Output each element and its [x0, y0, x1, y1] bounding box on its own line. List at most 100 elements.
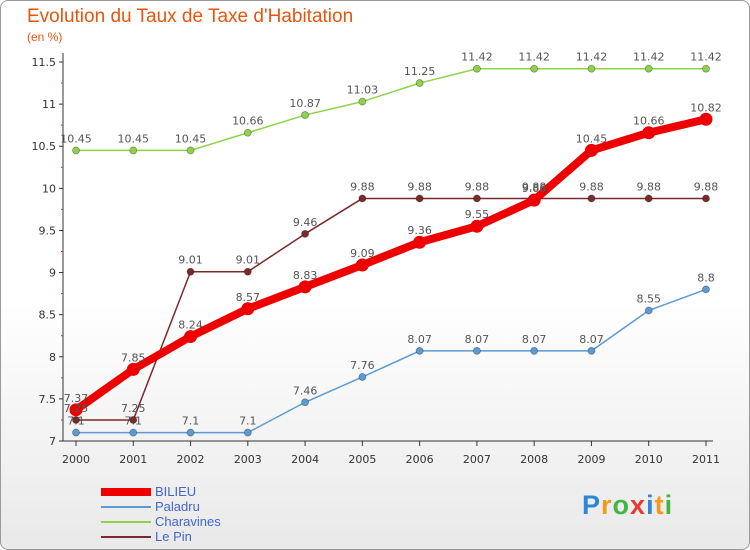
legend-item: BILIEU [101, 484, 221, 499]
data-point [298, 280, 312, 294]
data-point [644, 306, 653, 315]
data-label: 10.82 [690, 101, 722, 114]
legend-label: Le Pin [155, 529, 192, 544]
data-label: 7.1 [239, 415, 257, 428]
data-label: 7.76 [350, 359, 375, 372]
x-tick-label: 2003 [234, 453, 262, 466]
legend-item: Charavines [101, 514, 221, 529]
data-label: 8.8 [697, 271, 715, 284]
data-point [186, 428, 195, 437]
data-point [69, 403, 83, 417]
x-tick-label: 2011 [692, 453, 720, 466]
data-label: 9.88 [636, 180, 661, 193]
y-tick-label: 11.5 [32, 56, 57, 69]
series-line-le-pin [75, 197, 707, 421]
data-label: 9.55 [465, 208, 490, 221]
y-tick-label: 9.5 [39, 224, 57, 237]
data-point [584, 143, 598, 157]
data-label: 11.03 [347, 84, 379, 97]
data-point [358, 194, 367, 203]
y-tick-label: 10 [42, 182, 56, 195]
data-point [642, 126, 656, 140]
logo-letter: t [654, 490, 665, 520]
data-label: 9.86 [522, 182, 547, 195]
data-point [702, 194, 710, 203]
data-label: 11.42 [576, 51, 608, 64]
series-line-paladru [75, 288, 707, 434]
data-label: 8.83 [293, 269, 318, 282]
data-label: 10.45 [60, 132, 92, 145]
y-tick-label: 8.5 [39, 309, 57, 322]
data-point [186, 267, 195, 276]
data-label: 8.24 [178, 319, 203, 332]
data-label: 9.46 [293, 216, 318, 229]
legend-label: Charavines [155, 514, 221, 529]
x-tick-label: 2004 [291, 453, 319, 466]
data-label: 8.07 [465, 333, 490, 346]
y-tick-label: 7 [49, 435, 56, 448]
data-point [644, 194, 653, 203]
data-point [126, 362, 140, 376]
y-tick-label: 8 [49, 351, 56, 364]
data-point [702, 64, 710, 73]
data-label: 8.07 [407, 333, 432, 346]
data-label: 11.42 [518, 51, 550, 64]
data-point [129, 428, 138, 437]
data-point [301, 111, 309, 119]
x-tick-label: 2006 [406, 453, 434, 466]
data-point [699, 112, 713, 126]
data-point [473, 194, 481, 203]
data-label: 7.1 [125, 415, 143, 428]
data-point [413, 235, 427, 249]
data-label: 10.66 [232, 115, 264, 128]
series-line-charavines [75, 67, 707, 152]
data-label: 10.87 [289, 97, 321, 110]
y-tick-label: 7.5 [39, 393, 57, 406]
legend-swatch [101, 535, 151, 538]
data-point [72, 428, 80, 437]
data-label: 9.88 [350, 180, 375, 193]
data-point [129, 146, 138, 155]
x-tick-label: 2008 [520, 453, 548, 466]
x-tick-label: 2000 [62, 453, 90, 466]
data-point [186, 146, 195, 155]
data-label: 9.88 [465, 180, 490, 193]
data-label: 7.37 [64, 392, 89, 405]
data-label: 11.42 [461, 51, 493, 64]
logo-letter: r [601, 490, 613, 520]
data-label: 7.1 [182, 415, 200, 428]
data-point [72, 146, 80, 155]
data-point [473, 346, 481, 355]
data-point [587, 346, 596, 355]
data-point [358, 373, 367, 381]
proxiti-logo: Proxiti [582, 490, 673, 521]
data-point [243, 267, 252, 276]
data-point [587, 194, 596, 203]
x-tick-label: 2007 [463, 453, 491, 466]
logo-letter: i [664, 490, 674, 520]
data-point [470, 219, 484, 233]
logo-letter: x [630, 490, 647, 520]
data-point [184, 330, 198, 344]
data-label: 11.42 [633, 51, 665, 64]
data-label: 10.45 [118, 132, 150, 145]
data-point [355, 258, 369, 272]
data-point [530, 346, 539, 355]
chart-legend: BILIEU Paladru Charavines Le Pin [101, 484, 221, 544]
data-label: 9.88 [579, 180, 604, 193]
legend-swatch [101, 487, 151, 496]
logo-letter: o [612, 490, 631, 520]
data-label: 9.88 [522, 180, 547, 193]
data-point [473, 64, 481, 73]
data-label: 7.25 [121, 402, 146, 415]
data-label: 10.45 [576, 132, 608, 145]
series-line-bilieu [72, 115, 710, 414]
data-point [358, 97, 367, 106]
data-label: 7.25 [64, 402, 89, 415]
y-tick-label: 10.5 [32, 140, 57, 153]
y-tick-label: 11 [42, 98, 56, 111]
data-label: 8.07 [579, 333, 604, 346]
x-tick-label: 2002 [177, 453, 205, 466]
